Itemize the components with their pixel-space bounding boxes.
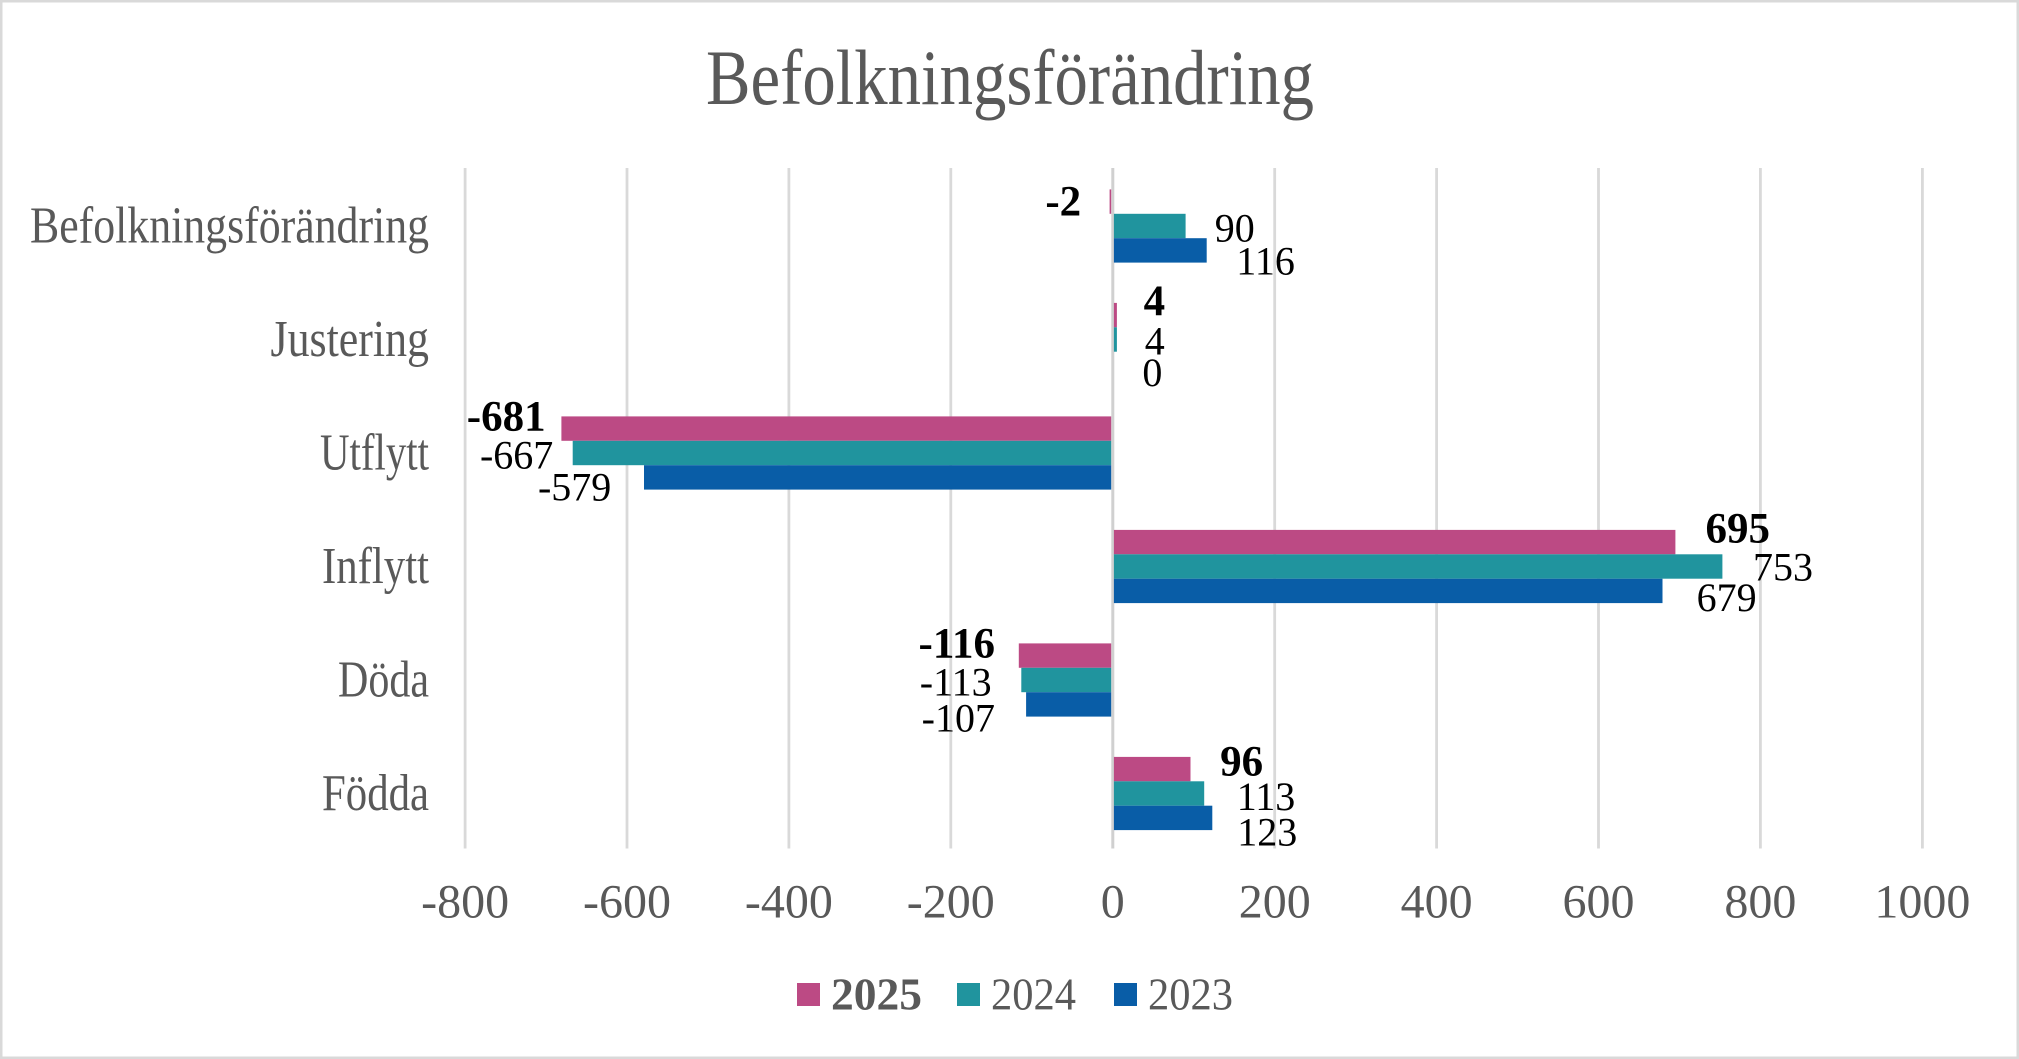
svg-text:753: 753 — [1753, 545, 1813, 590]
svg-text:400: 400 — [1401, 876, 1473, 929]
svg-text:Befolkningsförändring: Befolkningsförändring — [706, 34, 1314, 121]
svg-text:600: 600 — [1563, 876, 1635, 929]
svg-text:4: 4 — [1145, 319, 1165, 364]
svg-text:-667: -667 — [480, 433, 553, 478]
svg-text:Justering: Justering — [271, 311, 430, 368]
svg-text:-107: -107 — [922, 696, 995, 741]
svg-text:-2: -2 — [1045, 179, 1081, 226]
svg-text:-113: -113 — [920, 660, 992, 705]
svg-text:Inflytt: Inflytt — [322, 538, 429, 595]
svg-text:0: 0 — [1142, 350, 1162, 395]
svg-text:123: 123 — [1237, 810, 1297, 855]
svg-text:-600: -600 — [583, 876, 671, 929]
svg-text:90: 90 — [1215, 206, 1255, 251]
svg-text:2023: 2023 — [1148, 970, 1233, 1020]
svg-text:0: 0 — [1101, 876, 1125, 929]
svg-text:113: 113 — [1237, 774, 1296, 819]
svg-text:Födda: Födda — [322, 765, 429, 822]
svg-text:2024: 2024 — [991, 970, 1076, 1020]
svg-text:4: 4 — [1144, 278, 1166, 325]
svg-text:-116: -116 — [919, 621, 995, 668]
svg-text:-400: -400 — [745, 876, 833, 929]
svg-text:2025: 2025 — [831, 970, 922, 1020]
svg-text:1000: 1000 — [1874, 876, 1970, 929]
svg-text:695: 695 — [1706, 506, 1771, 553]
svg-text:96: 96 — [1220, 739, 1263, 786]
svg-text:-579: -579 — [538, 465, 611, 510]
svg-text:800: 800 — [1724, 876, 1796, 929]
svg-text:Utflytt: Utflytt — [320, 425, 429, 482]
svg-text:200: 200 — [1239, 876, 1311, 929]
svg-text:-800: -800 — [421, 876, 509, 929]
svg-text:Befolkningsförändring: Befolkningsförändring — [30, 198, 429, 255]
svg-text:679: 679 — [1697, 575, 1757, 620]
svg-text:Döda: Döda — [338, 652, 429, 709]
svg-text:-681: -681 — [467, 394, 546, 441]
svg-text:116: 116 — [1236, 239, 1295, 284]
svg-text:-200: -200 — [907, 876, 995, 929]
